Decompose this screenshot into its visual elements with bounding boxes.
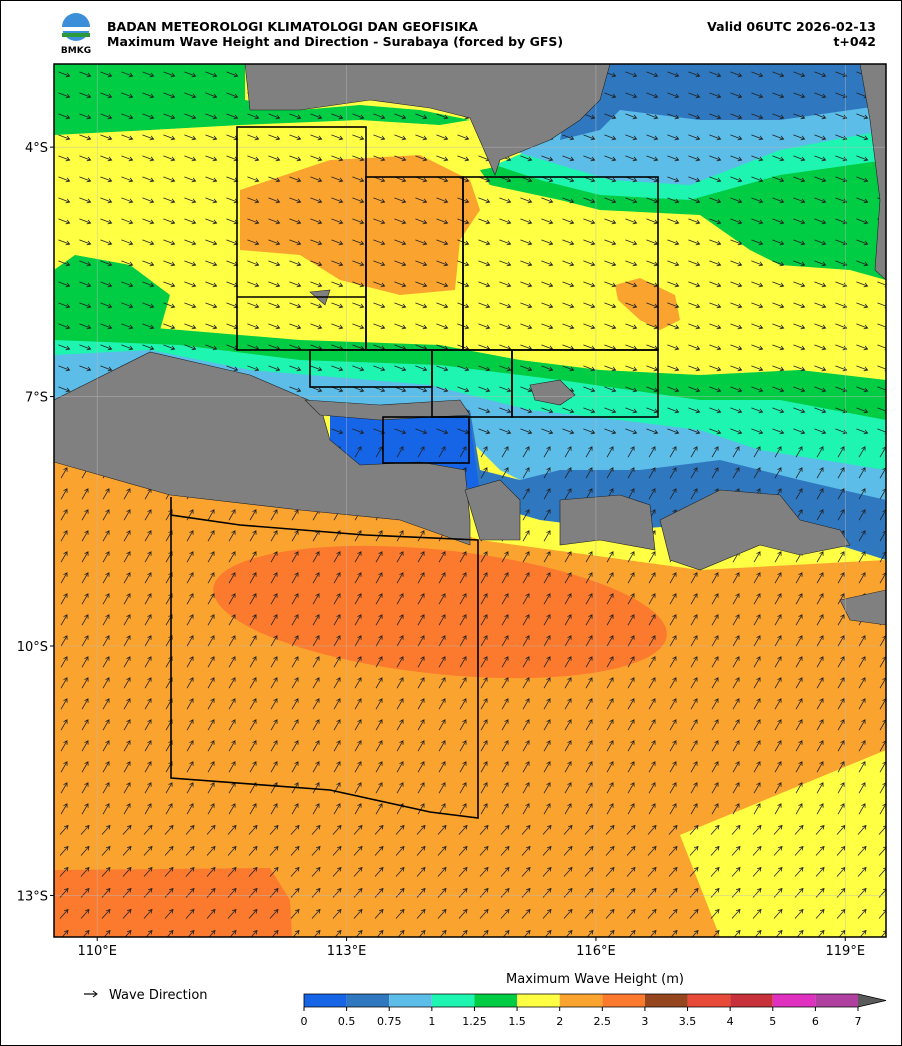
colorbar-bin bbox=[559, 994, 603, 1007]
colorbar-tick-label: 4 bbox=[727, 1015, 734, 1028]
colorbar-tick-label: 0 bbox=[301, 1015, 308, 1028]
direction-legend: Wave Direction bbox=[84, 988, 208, 1003]
colorbar-bin bbox=[304, 994, 347, 1007]
colorbar-bin bbox=[730, 994, 773, 1007]
x-tick-label: 116°E bbox=[576, 944, 616, 959]
colorbar-bin bbox=[474, 994, 518, 1007]
colorbar-outline bbox=[303, 993, 887, 1008]
colorbar-bin bbox=[431, 994, 475, 1007]
x-tick-label: 113°E bbox=[327, 944, 367, 959]
direction-label: Wave Direction bbox=[109, 988, 208, 1003]
product-title: Maximum Wave Height and Direction - Sura… bbox=[107, 34, 563, 49]
map-frame bbox=[53, 63, 887, 938]
colorbar-tick-label: 2 bbox=[556, 1015, 563, 1028]
colorbar-tick-label: 6 bbox=[812, 1015, 819, 1028]
colorbar-extend bbox=[858, 994, 886, 1007]
y-tick-label: 7°S bbox=[25, 391, 48, 406]
colorbar-bin bbox=[517, 994, 560, 1007]
colorbar-bin bbox=[602, 994, 645, 1007]
colorbar-bin bbox=[346, 994, 390, 1007]
colorbar-tick-label: 5 bbox=[769, 1015, 776, 1028]
zone-boundaries bbox=[170, 126, 659, 819]
colorbar-tick-label: 1.25 bbox=[462, 1015, 487, 1028]
lead-time: t+042 bbox=[833, 34, 876, 49]
wave-arrows bbox=[58, 71, 886, 937]
map bbox=[54, 64, 886, 937]
y-tick-label: 10°S bbox=[17, 640, 48, 655]
agency: BADAN METEOROLOGI KLIMATOLOGI DAN GEOFIS… bbox=[107, 19, 478, 34]
colorbar-bin bbox=[772, 994, 816, 1007]
colorbar-bin bbox=[687, 994, 731, 1007]
colorbar-tick-label: 7 bbox=[855, 1015, 862, 1028]
colorbar-tick-label: 0.75 bbox=[377, 1015, 402, 1028]
colorbar-bin bbox=[815, 994, 858, 1007]
colorbar-title: Maximum Wave Height (m) bbox=[506, 972, 684, 987]
colorbar-tick-label: 0.5 bbox=[338, 1015, 356, 1028]
colorbar-bin bbox=[389, 994, 432, 1007]
y-tick-label: 13°S bbox=[17, 889, 48, 904]
colorbar-tick-label: 3 bbox=[641, 1015, 648, 1028]
logo-text: BMKG bbox=[61, 46, 91, 56]
colorbar-tick-label: 2.5 bbox=[594, 1015, 612, 1028]
x-tick-label: 119°E bbox=[826, 944, 866, 959]
colorbar-bin bbox=[644, 994, 688, 1007]
colorbar-tick-label: 1.5 bbox=[508, 1015, 526, 1028]
colorbar-tick-label: 1 bbox=[428, 1015, 435, 1028]
colorbar: 0 0.5 0.75 1 1.25 1.5 2 2.5 3 3.5 4 5 6 7 bbox=[301, 993, 887, 1028]
arrow-field bbox=[58, 71, 886, 937]
y-tick-label: 4°S bbox=[25, 141, 48, 156]
graticule bbox=[54, 64, 886, 937]
valid-time: Valid 06UTC 2026-02-13 bbox=[707, 19, 876, 34]
colorbar-tick-label: 3.5 bbox=[679, 1015, 697, 1028]
logo: BMKG bbox=[61, 13, 91, 56]
x-tick-label: 110°E bbox=[77, 944, 117, 959]
